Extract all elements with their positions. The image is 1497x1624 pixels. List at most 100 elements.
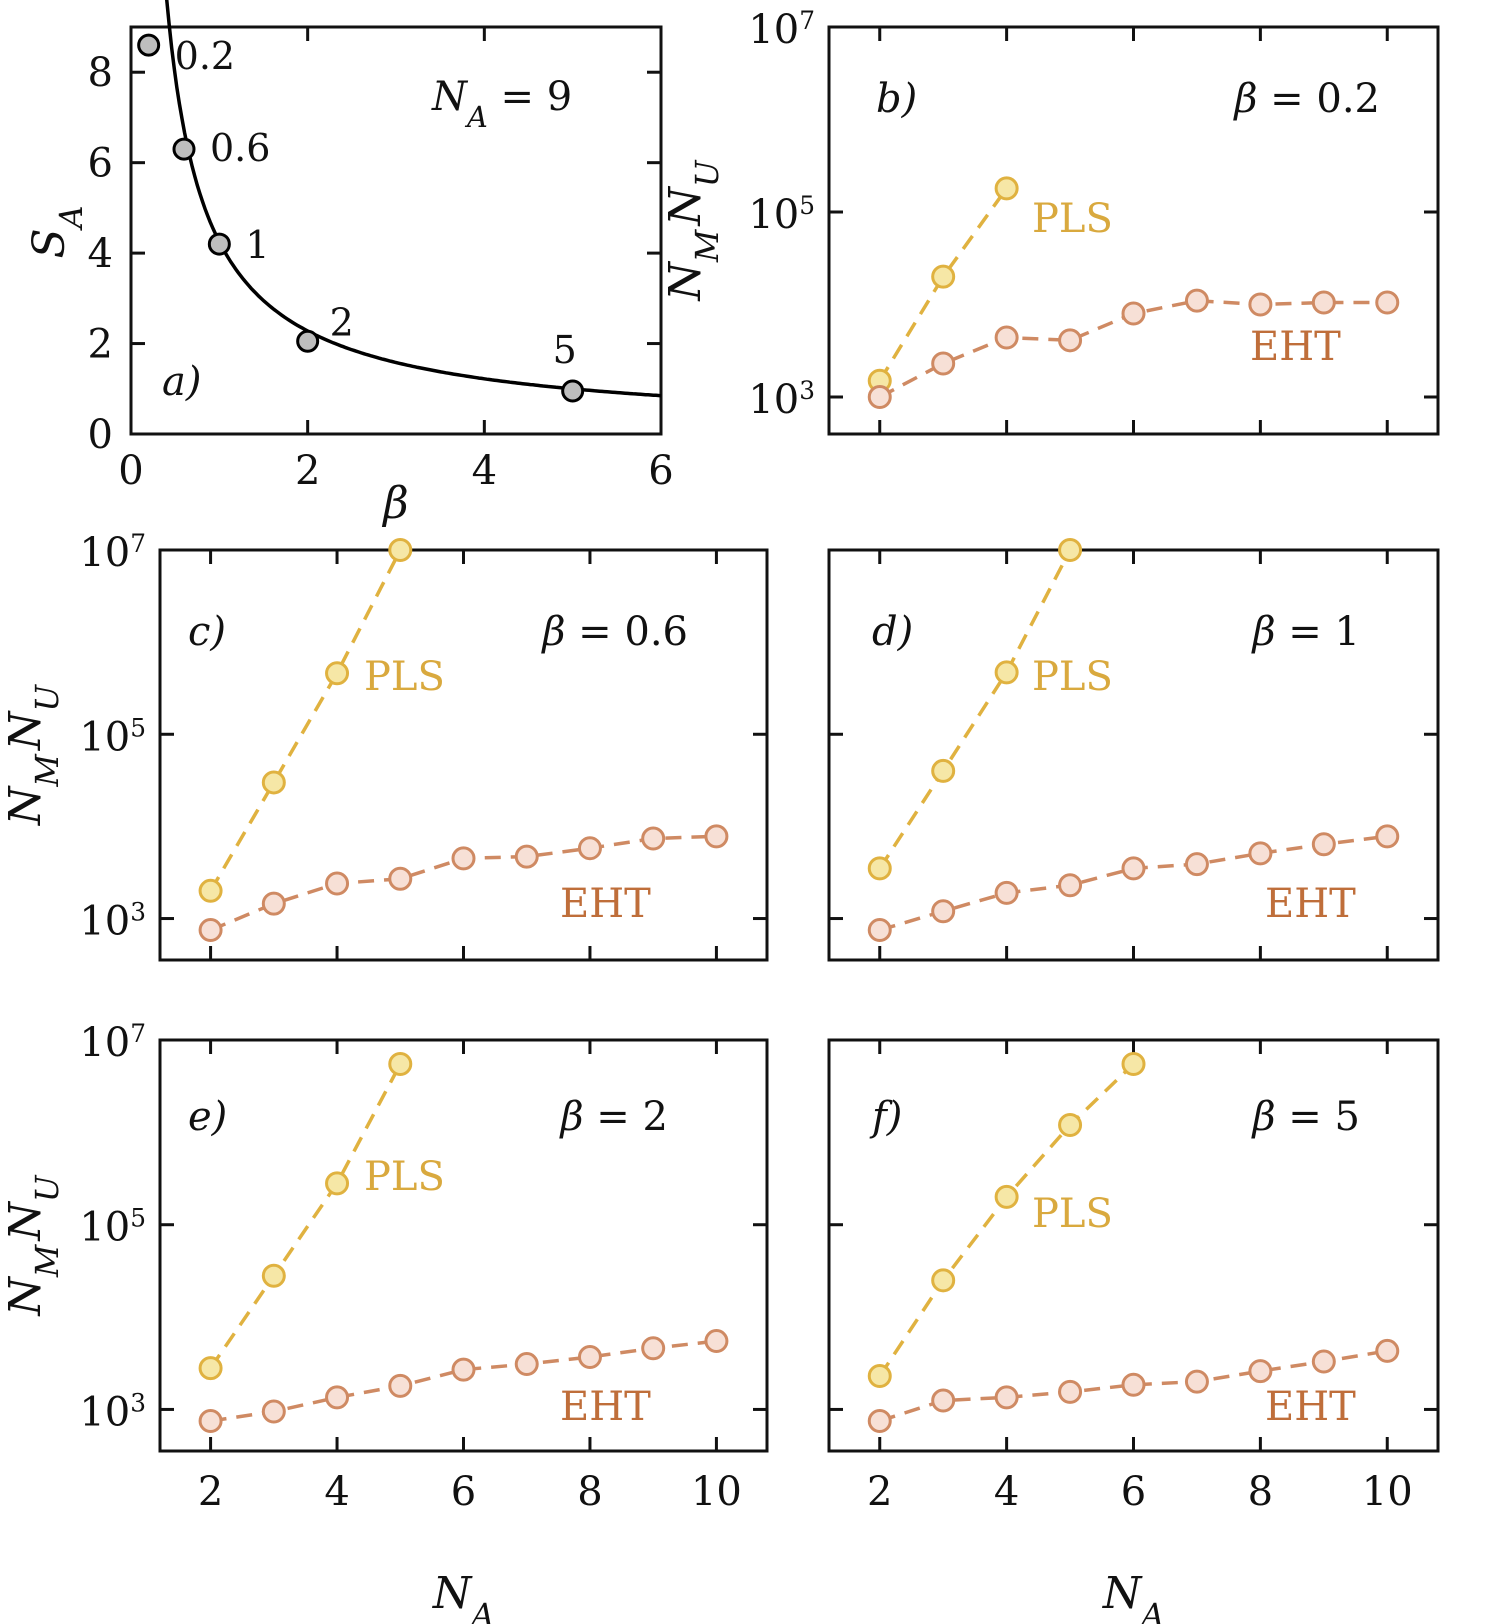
panel-e-eht-point xyxy=(577,1344,602,1369)
panel-f-xtick-label: 4 xyxy=(994,1469,1019,1515)
panel-b-eht-point xyxy=(1375,290,1400,315)
panel-e-pls-point xyxy=(261,1263,286,1288)
panel-a-point xyxy=(207,232,231,256)
panel-e-plot-area xyxy=(198,1051,729,1433)
panel-f-pls-point xyxy=(1058,1113,1083,1138)
panel-f-xtick-label: 2 xyxy=(867,1469,892,1515)
panel-b-pls-point xyxy=(931,264,956,289)
panel-a-point xyxy=(137,33,161,57)
panel-f-pls-point xyxy=(994,1184,1019,1209)
panel-c: 103 105 107 PLS EHT c) β = 0.6 NMNU xyxy=(0,529,769,962)
panel-e-ytick-label: 105 xyxy=(79,1203,146,1251)
panel-d-eht-point xyxy=(1184,852,1209,877)
panel-e-pls-point xyxy=(325,1171,350,1196)
panel-a-point xyxy=(172,137,196,161)
panel-c-eht-point xyxy=(261,891,286,916)
panel-d-eht-point xyxy=(867,918,892,943)
panel-a-ytick-label: 8 xyxy=(88,50,113,96)
panel-e-eht-point xyxy=(261,1399,286,1424)
panel-c-eht-tag: EHT xyxy=(560,881,651,927)
panel-f-pls-point xyxy=(931,1268,956,1293)
panel-a-point-label: 0.2 xyxy=(175,34,235,78)
panel-b-pls-point xyxy=(994,176,1019,201)
panel-c-pls-point xyxy=(325,661,350,686)
panel-e-xtick-label: 2 xyxy=(198,1469,223,1515)
panel-a-xlabel: β xyxy=(381,478,408,529)
panel-b-eht-point xyxy=(1058,328,1083,353)
panel-a-ytick-label: 6 xyxy=(88,141,113,187)
panel-c-label: c) xyxy=(188,609,226,655)
panel-b-eht-tag: EHT xyxy=(1250,324,1341,370)
panel-e-ytick-label: 107 xyxy=(79,1019,146,1067)
panel-f-xtick-label: 6 xyxy=(1121,1469,1146,1515)
panel-c-pls-tag: PLS xyxy=(364,654,445,700)
panel-c-eht-point xyxy=(641,826,666,851)
panel-a-xtick-label: 6 xyxy=(648,448,673,494)
panel-b-eht-point xyxy=(931,351,956,376)
panel-d-plot-area xyxy=(867,538,1400,943)
panel-c-pls-point xyxy=(198,878,223,903)
panel-c-ytick-label: 107 xyxy=(79,529,146,577)
panel-f-eht-tag: EHT xyxy=(1265,1384,1356,1430)
panel-b-eht-point xyxy=(994,325,1019,350)
panel-a-label: a) xyxy=(162,359,201,405)
panel-c-ylabel: NMNU xyxy=(0,684,66,826)
panel-e-beta: β = 2 xyxy=(558,1094,668,1140)
panel-f-xtick-label: 10 xyxy=(1362,1469,1413,1515)
panel-b-ytick-label: 103 xyxy=(748,376,815,424)
panel-e-ytick-label: 103 xyxy=(79,1388,146,1436)
panel-f-eht-line xyxy=(879,1349,1388,1423)
panel-b-eht-point xyxy=(867,385,892,409)
panel-a-annotation: NA = 9 xyxy=(431,74,572,134)
panel-f-plot-area xyxy=(867,1051,1400,1433)
panel-b-pls-tag: PLS xyxy=(1032,196,1113,242)
panel-d-pls-point xyxy=(994,660,1019,685)
panel-a-xtick-label: 0 xyxy=(118,448,143,494)
panel-f-eht-point xyxy=(1058,1379,1083,1404)
panel-a-point-label: 2 xyxy=(330,300,354,344)
panel-d-eht-point xyxy=(1058,873,1083,898)
panel-e-pls-point xyxy=(388,1051,413,1076)
panel-c-ytick-label: 105 xyxy=(79,713,146,761)
panel-c-pls-point xyxy=(388,538,413,562)
panel-b-ytick-label: 105 xyxy=(748,191,815,239)
panel-b-eht-point xyxy=(1184,288,1209,313)
panel-d-eht-point xyxy=(1248,841,1273,866)
panel-d-eht-tag: EHT xyxy=(1265,881,1356,927)
panel-b-eht-point xyxy=(1248,292,1273,317)
panel-e-frame xyxy=(158,1038,769,1453)
panel-e-xtick-label: 6 xyxy=(451,1469,476,1515)
panel-f-eht-point xyxy=(1311,1349,1336,1374)
panel-e-label: e) xyxy=(188,1094,227,1140)
panel-e-eht-line xyxy=(210,1339,717,1423)
panel-b-ytick-label: 107 xyxy=(748,6,815,54)
panel-c-eht-point xyxy=(514,844,539,869)
panel-f-eht-point xyxy=(1375,1338,1400,1363)
panel-e-eht-point xyxy=(388,1373,413,1398)
panel-c-eht-point xyxy=(704,824,729,849)
panel-c-ytick-label: 103 xyxy=(79,897,146,945)
panel-e-eht-point xyxy=(704,1329,729,1354)
panel-d-eht-point xyxy=(994,880,1019,905)
panel-d-pls-tag: PLS xyxy=(1032,654,1113,700)
panel-a-ytick-label: 2 xyxy=(88,322,113,368)
panel-c-eht-point xyxy=(388,866,413,891)
panel-f-eht-point xyxy=(1121,1372,1146,1397)
panel-b-label: b) xyxy=(876,76,917,122)
panel-d-eht-point xyxy=(1311,832,1336,857)
panel-d-beta: β = 1 xyxy=(1250,609,1360,655)
panel-c-eht-point xyxy=(451,846,476,871)
panel-c-plot-area xyxy=(198,538,729,943)
panel-b-eht-point xyxy=(1311,290,1336,315)
panel-a-point-label: 1 xyxy=(245,223,269,267)
panel-f-eht-point xyxy=(1248,1359,1273,1384)
panel-d-eht-point xyxy=(1121,856,1146,881)
panel-d-eht-point xyxy=(1375,824,1400,849)
panel-a-point xyxy=(296,329,320,353)
panel-d-pls-point xyxy=(931,758,956,783)
panel-b-plot-area xyxy=(867,176,1400,409)
panel-f-xlabel: NA xyxy=(1102,1568,1164,1624)
panel-e-pls-line xyxy=(209,1063,402,1370)
panel-e-pls-tag: PLS xyxy=(364,1154,445,1200)
